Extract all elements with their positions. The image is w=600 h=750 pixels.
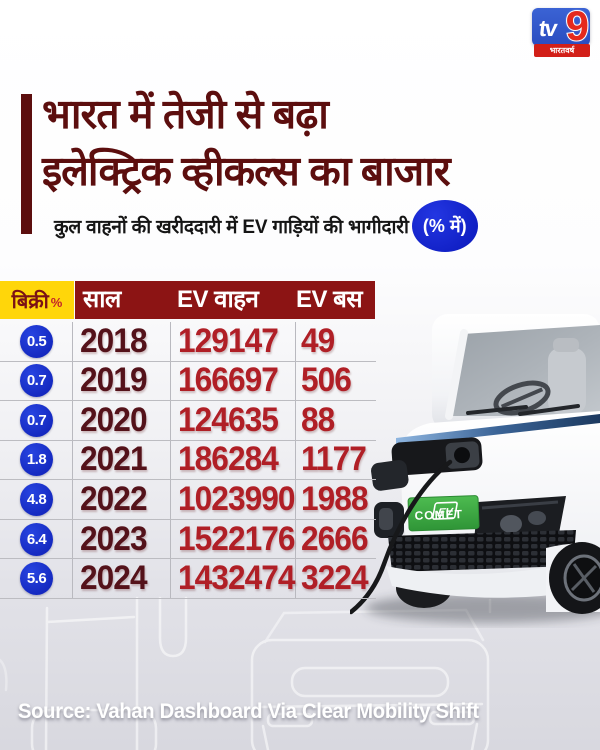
column-divider	[295, 322, 296, 598]
sales-pct-badge: 0.7	[20, 403, 53, 437]
ev-buses-cell: 1177	[301, 440, 367, 479]
tv9-logo-box: tv 9	[532, 1, 590, 50]
sales-percent-header: बिक्री %	[0, 281, 74, 319]
table-row: 4.8 2022 1023990 1988	[0, 480, 376, 520]
headline-line1: भारत में तेजी से बढ़ा	[42, 91, 329, 137]
table-row: 5.6 2024 1432474 3224	[0, 559, 376, 599]
front-grille	[388, 530, 576, 572]
year-cell: 2019	[80, 361, 148, 400]
year-cell: 2022	[80, 480, 148, 519]
ev-vehicles-cell: 1432474	[178, 559, 296, 598]
year-cell: 2023	[80, 519, 148, 558]
subtitle: कुल वाहनों की खरीददारी में EV गाड़ियों क…	[54, 200, 478, 252]
ev-vehicles-cell: 129147	[178, 321, 279, 360]
logo-bharatvarsh-ribbon: भारतवर्ष	[534, 44, 590, 57]
sales-pct-badge: 4.8	[20, 483, 53, 517]
ev-vehicles-cell: 1023990	[178, 480, 296, 519]
logo-tv-text: tv	[537, 15, 557, 41]
license-plate: COMET EV	[407, 495, 480, 532]
ev-buses-cell: 49	[301, 321, 335, 360]
headline-accent-bar	[21, 94, 32, 234]
year-cell: 2024	[80, 559, 148, 598]
steering-wheel	[493, 380, 551, 416]
sales-pct-badge: 0.5	[20, 324, 53, 358]
sales-header-label: बिक्री	[11, 290, 49, 313]
sales-pct-badge: 5.6	[20, 562, 53, 596]
source-credit: Source: Vahan Dashboard Via Clear Mobili…	[18, 700, 479, 723]
table-row: 0.7 2019 166697 506	[0, 361, 376, 402]
table-row: 0.7 2020 124635 88	[0, 401, 376, 441]
ev-buses-cell: 1988	[301, 480, 369, 519]
ev-buses-cell: 3224	[301, 559, 369, 598]
tv9-logo: tv 9 भारतवर्ष	[532, 1, 592, 57]
ev-car-illustration: COMET EV	[350, 314, 600, 623]
column-divider	[170, 322, 171, 598]
page-title: भारत में तेजी से बढ़ा इलेक्ट्रिक व्हीकल्…	[42, 86, 451, 200]
plate-ev-text: EV	[437, 506, 455, 519]
table-body: 0.5 2018 129147 49 0.7 2019 166697 506 0…	[0, 322, 376, 599]
sales-pct-badge: 6.4	[20, 522, 53, 556]
sales-pct-badge: 0.7	[20, 364, 53, 398]
front-bumper	[386, 562, 576, 598]
table-row: 0.5 2018 129147 49	[0, 322, 376, 362]
headline-line2: इलेक्ट्रिक व्हीकल्स का बाजार	[42, 148, 451, 194]
year-cell: 2020	[80, 400, 148, 439]
table-row: 1.8 2021 186284 1177	[0, 440, 376, 481]
ev-buses-cell: 88	[301, 400, 335, 439]
ev-vehicles-cell: 186284	[178, 440, 279, 479]
ev-vehicles-cell: 166697	[178, 361, 279, 400]
subtitle-text: कुल वाहनों की खरीददारी में EV गाड़ियों क…	[54, 217, 409, 238]
ev-vehicles-cell: 124635	[178, 400, 279, 439]
column-divider	[72, 322, 73, 598]
logo-9-text: 9	[565, 1, 590, 50]
windshield-wipers	[466, 404, 580, 416]
column-header-ev-buses: EV बस	[296, 286, 363, 313]
table-header-bar: साल EV वाहन EV बस	[75, 281, 375, 319]
charging-port	[391, 437, 483, 476]
percent-badge: (% में)	[411, 200, 478, 252]
table-header: बिक्री % साल EV वाहन EV बस	[0, 281, 376, 319]
ev-vehicles-cell: 1522176	[178, 519, 296, 558]
table-row: 6.4 2023 1522176 2666	[0, 520, 376, 560]
ev-buses-cell: 506	[301, 361, 352, 400]
sales-header-unit: %	[50, 294, 63, 310]
ev-buses-cell: 2666	[301, 519, 369, 558]
charging-cable	[350, 459, 453, 615]
led-strip	[396, 414, 600, 446]
column-header-ev-vehicles: EV वाहन	[177, 286, 259, 313]
year-cell: 2018	[80, 321, 148, 360]
year-cell: 2021	[80, 440, 148, 479]
column-header-year: साल	[83, 286, 121, 313]
front-wheel	[546, 542, 600, 614]
sales-pct-badge: 1.8	[20, 443, 53, 477]
